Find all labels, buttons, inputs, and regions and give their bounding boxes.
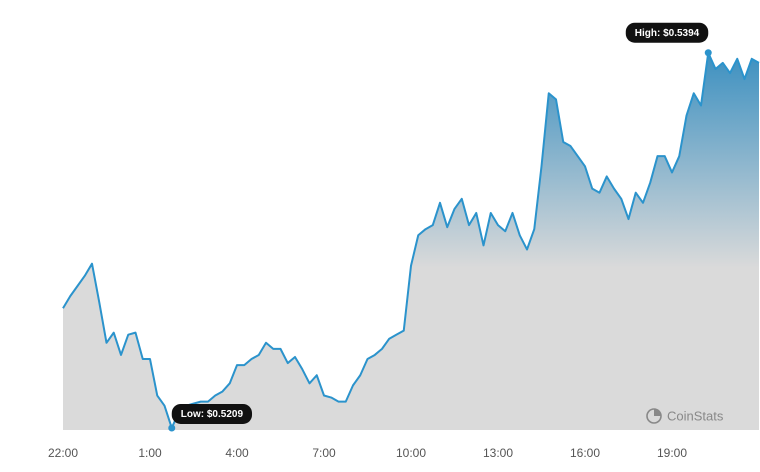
watermark-text: CoinStats — [667, 408, 724, 423]
x-tick-label: 10:00 — [396, 446, 426, 460]
x-tick-label: 19:00 — [657, 446, 687, 460]
x-tick-label: 1:00 — [138, 446, 162, 460]
annotation-box — [171, 403, 253, 424]
x-tick-label: 7:00 — [312, 446, 336, 460]
plot: 22:00 1:00 4:00 7:00 10:00 13:00 16:00 19:00 Hig… — [48, 22, 760, 460]
annotation-text: Low: $0.5209 — [181, 409, 244, 420]
extreme-marker — [704, 49, 712, 57]
x-tick-label: 13:00 — [483, 446, 513, 460]
x-tick-label: 16:00 — [570, 446, 600, 460]
annotation-text: High: $0.5394 — [635, 28, 700, 39]
annotation: Low: $0.5209 — [171, 403, 253, 424]
x-tick-label: 4:00 — [225, 446, 249, 460]
x-tick-label: 22:00 — [48, 446, 78, 460]
watermark: CoinStats — [646, 408, 724, 424]
annotation: High: $0.5394 — [625, 22, 709, 43]
extreme-marker — [168, 424, 176, 432]
annotation-box — [625, 22, 709, 43]
area — [63, 52, 759, 431]
